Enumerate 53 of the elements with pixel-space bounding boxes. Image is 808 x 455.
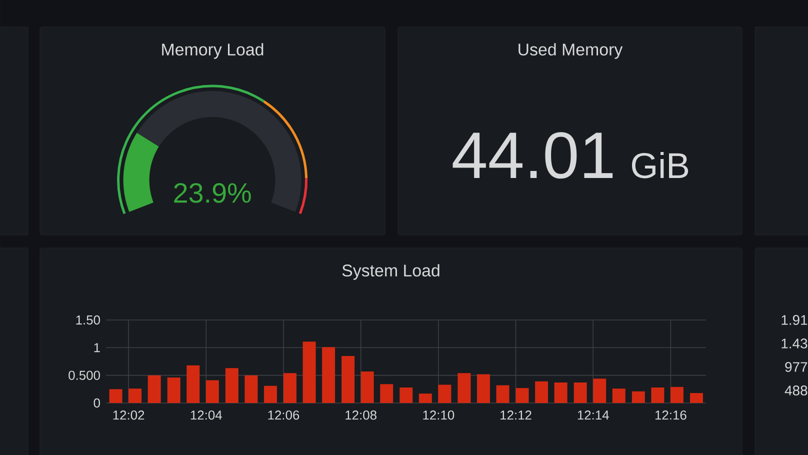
text: 977	[785, 362, 808, 372]
y-tick-label: 0	[94, 398, 100, 408]
chart-title: Memory Load	[162, 43, 264, 59]
bar	[632, 391, 645, 403]
x-tick-label: 12:04	[190, 410, 222, 420]
bar	[360, 371, 374, 403]
text: 1.91	[782, 315, 808, 325]
bar	[418, 394, 432, 403]
bar	[438, 384, 452, 403]
text: 1.43	[782, 338, 808, 348]
bar	[186, 365, 200, 403]
bar	[380, 384, 394, 403]
bar	[554, 382, 568, 403]
bar	[244, 375, 258, 403]
bar	[283, 373, 296, 403]
bar	[342, 356, 355, 403]
y-tick-label: 0.500	[68, 370, 100, 380]
bar	[400, 387, 413, 403]
x-tick-label: 12:12	[500, 410, 532, 420]
bar	[458, 373, 471, 403]
bar	[302, 342, 316, 403]
y-tick-label: 1.50	[76, 315, 100, 325]
bar	[225, 368, 238, 403]
x-tick-label: 12:06	[268, 410, 300, 420]
bar	[476, 374, 490, 403]
x-tick-label: 12:08	[346, 410, 376, 420]
bar	[574, 382, 587, 403]
bar	[128, 388, 142, 403]
x-tick-label: 12:14	[578, 410, 609, 420]
x-tick-label: 12:02	[113, 410, 144, 420]
bar	[206, 380, 219, 403]
bar	[516, 388, 529, 403]
bar	[264, 386, 277, 403]
bar	[612, 388, 626, 403]
bar	[651, 387, 664, 403]
bar	[535, 381, 548, 403]
x-tick-label: 12:16	[655, 410, 686, 420]
text: 488	[784, 386, 808, 396]
text: 44.01	[452, 132, 613, 179]
text: Used Memory	[518, 43, 623, 59]
bar	[496, 385, 510, 403]
bar	[593, 378, 606, 403]
chart-title: System Load	[342, 264, 440, 280]
y-tick-label: 1	[94, 343, 100, 352]
bar	[109, 389, 122, 403]
bar	[670, 386, 684, 403]
bar	[148, 375, 161, 403]
x-tick-label: 12:10	[423, 410, 454, 420]
bar	[322, 347, 336, 403]
bar	[690, 393, 703, 403]
bar	[167, 378, 180, 403]
text: GiB	[632, 152, 688, 178]
text: 23.9%	[174, 183, 251, 203]
